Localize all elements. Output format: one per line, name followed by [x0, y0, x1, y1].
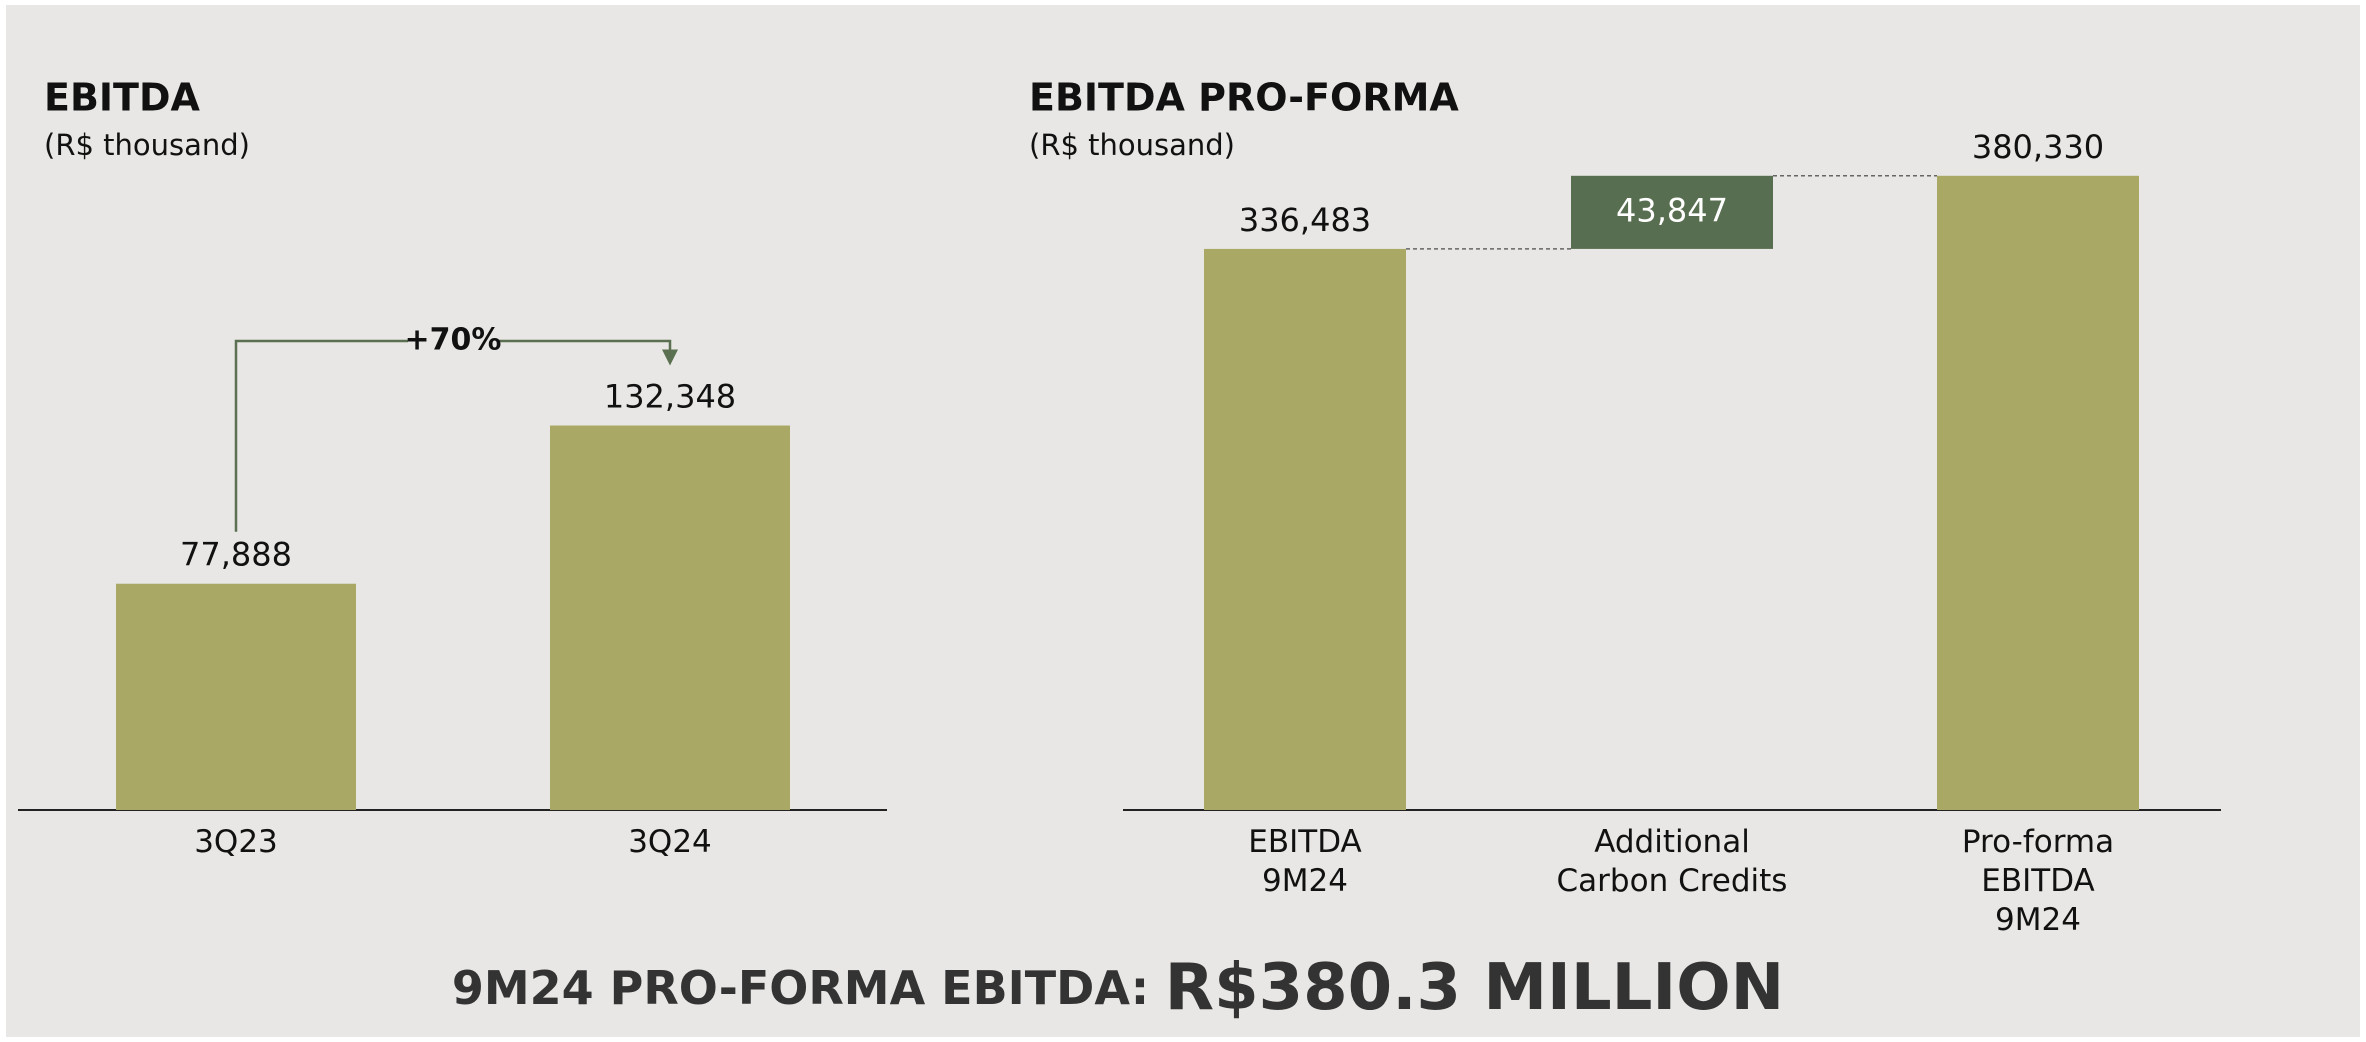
label-line: 9M24: [1262, 863, 1348, 899]
label-line: EBITDA: [1981, 863, 2094, 899]
value-label: 336,483: [1239, 201, 1371, 239]
value-label: 380,330: [1972, 128, 2104, 166]
chart-subtitle: (R$ thousand): [1029, 128, 1235, 162]
bar: [1571, 175, 1773, 249]
bar: [1204, 248, 1406, 810]
chart-title: EBITDA PRO-FORMA: [1029, 76, 1459, 120]
x-tick-label: 3Q24: [628, 824, 712, 860]
arrow-head: [662, 349, 678, 366]
bar: [116, 583, 356, 810]
x-tick-label: Pro-forma EBITDA 9M24: [1962, 824, 2114, 938]
annotation-bg: [408, 321, 498, 361]
value-label: 43,847: [1616, 191, 1728, 229]
chart-title: EBITDA: [44, 76, 201, 120]
label-line: Pro-forma: [1962, 824, 2114, 860]
label-line: EBITDA: [1248, 824, 1361, 860]
value-label: 132,348: [604, 378, 736, 416]
label-line: 9M24: [1995, 902, 2081, 938]
footer: 9M24 PRO-FORMA EBITDA: R$380.3 MILLION: [452, 951, 1784, 1025]
annotation: +70%: [405, 323, 502, 358]
label-line: 3Q23: [194, 824, 278, 860]
label-line: Carbon Credits: [1557, 863, 1788, 899]
bar: [1937, 175, 2139, 810]
x-tick-label: 3Q23: [194, 824, 278, 860]
chart-subtitle: (R$ thousand): [44, 128, 250, 162]
label-line: Additional: [1594, 824, 1750, 860]
value-label: 77,888: [180, 536, 292, 574]
label-line: 3Q24: [628, 824, 712, 860]
x-tick-label: Additional Carbon Credits: [1557, 824, 1788, 899]
bar: [550, 425, 790, 810]
footer-label: 9M24 PRO-FORMA EBITDA:: [452, 961, 1149, 1015]
footer-value: R$380.3 MILLION: [1165, 951, 1784, 1025]
x-tick-label: EBITDA 9M24: [1248, 824, 1361, 899]
